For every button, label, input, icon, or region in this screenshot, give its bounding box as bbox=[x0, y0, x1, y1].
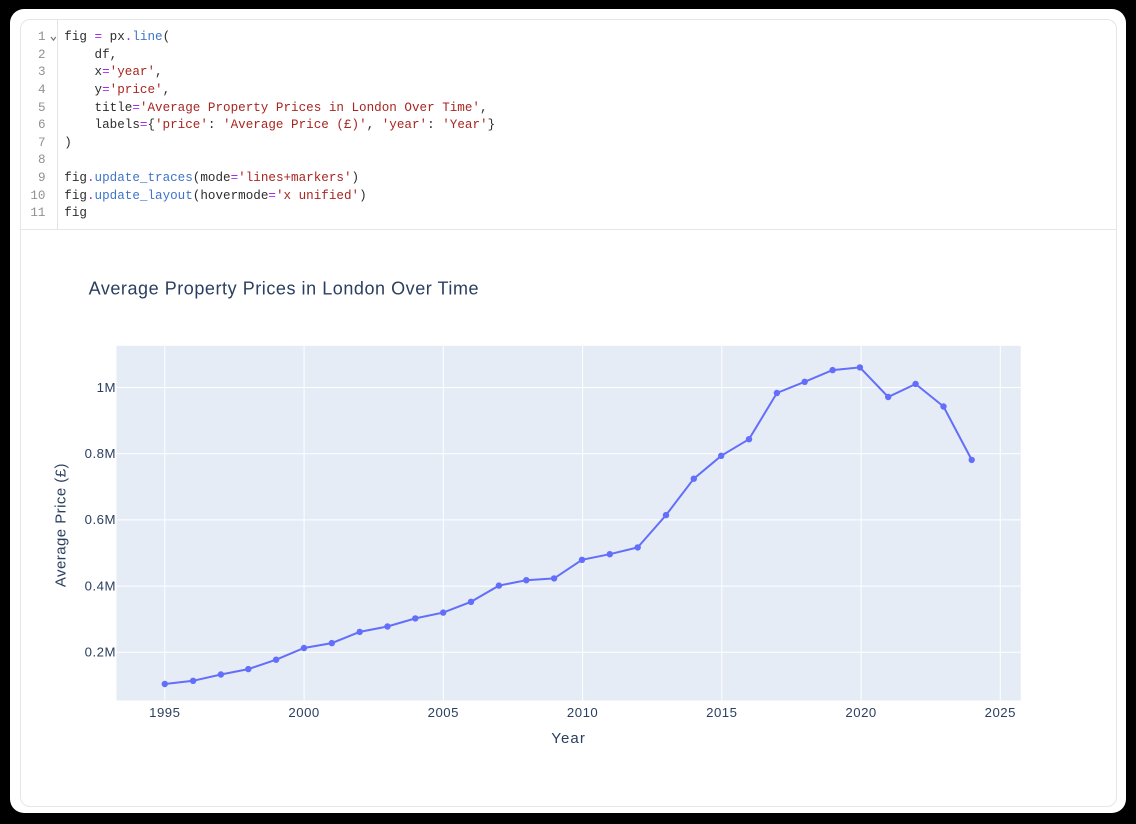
svg-text:2010: 2010 bbox=[567, 705, 598, 720]
svg-text:2025: 2025 bbox=[985, 705, 1016, 720]
svg-text:2005: 2005 bbox=[428, 705, 459, 720]
svg-text:2020: 2020 bbox=[845, 705, 876, 720]
svg-text:0.6M: 0.6M bbox=[85, 512, 116, 527]
svg-text:2000: 2000 bbox=[288, 705, 319, 720]
svg-text:Year: Year bbox=[551, 730, 586, 747]
svg-text:0.4M: 0.4M bbox=[85, 578, 116, 593]
svg-text:0.8M: 0.8M bbox=[85, 446, 116, 461]
svg-text:1995: 1995 bbox=[149, 705, 180, 720]
svg-text:Average Property Prices in Lon: Average Property Prices in London Over T… bbox=[89, 279, 480, 299]
svg-text:2015: 2015 bbox=[706, 705, 737, 720]
svg-text:1M: 1M bbox=[97, 380, 116, 395]
svg-text:0.2M: 0.2M bbox=[85, 645, 116, 660]
svg-text:Average Price (£): Average Price (£) bbox=[53, 463, 70, 587]
